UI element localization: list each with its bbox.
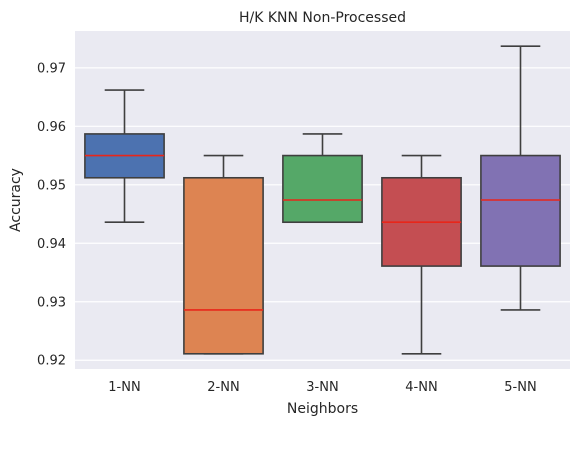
y-tick-label: 0.94 xyxy=(37,237,66,252)
box-5-NN xyxy=(480,45,561,311)
box-4-NN xyxy=(381,154,462,355)
iqr-box xyxy=(480,154,561,267)
boxes xyxy=(84,45,561,355)
x-tick-label: 3-NN xyxy=(306,380,338,395)
box-2-NN xyxy=(183,154,264,355)
x-tick-label: 4-NN xyxy=(405,380,437,395)
x-tick-label: 1-NN xyxy=(108,380,140,395)
box-1-NN xyxy=(84,89,165,224)
y-tick-label: 0.95 xyxy=(37,178,66,193)
y-tick-label: 0.97 xyxy=(37,61,66,76)
iqr-box xyxy=(282,154,363,224)
x-axis-label: Neighbors xyxy=(287,401,358,417)
y-axis-label: Accuracy xyxy=(8,168,24,232)
y-tick-label: 0.93 xyxy=(37,295,66,310)
y-axis-ticks: 0.92 0.93 0.94 0.95 0.96 0.97 xyxy=(37,61,66,368)
chart-title: H/K KNN Non-Processed xyxy=(239,10,406,26)
x-tick-label: 5-NN xyxy=(504,380,536,395)
y-tick-label: 0.96 xyxy=(37,120,66,135)
x-axis-ticks: 1-NN 2-NN 3-NN 4-NN 5-NN xyxy=(108,380,536,395)
y-tick-label: 0.92 xyxy=(37,354,66,369)
box-3-NN xyxy=(282,133,363,224)
x-tick-label: 2-NN xyxy=(207,380,239,395)
iqr-box xyxy=(183,176,264,355)
